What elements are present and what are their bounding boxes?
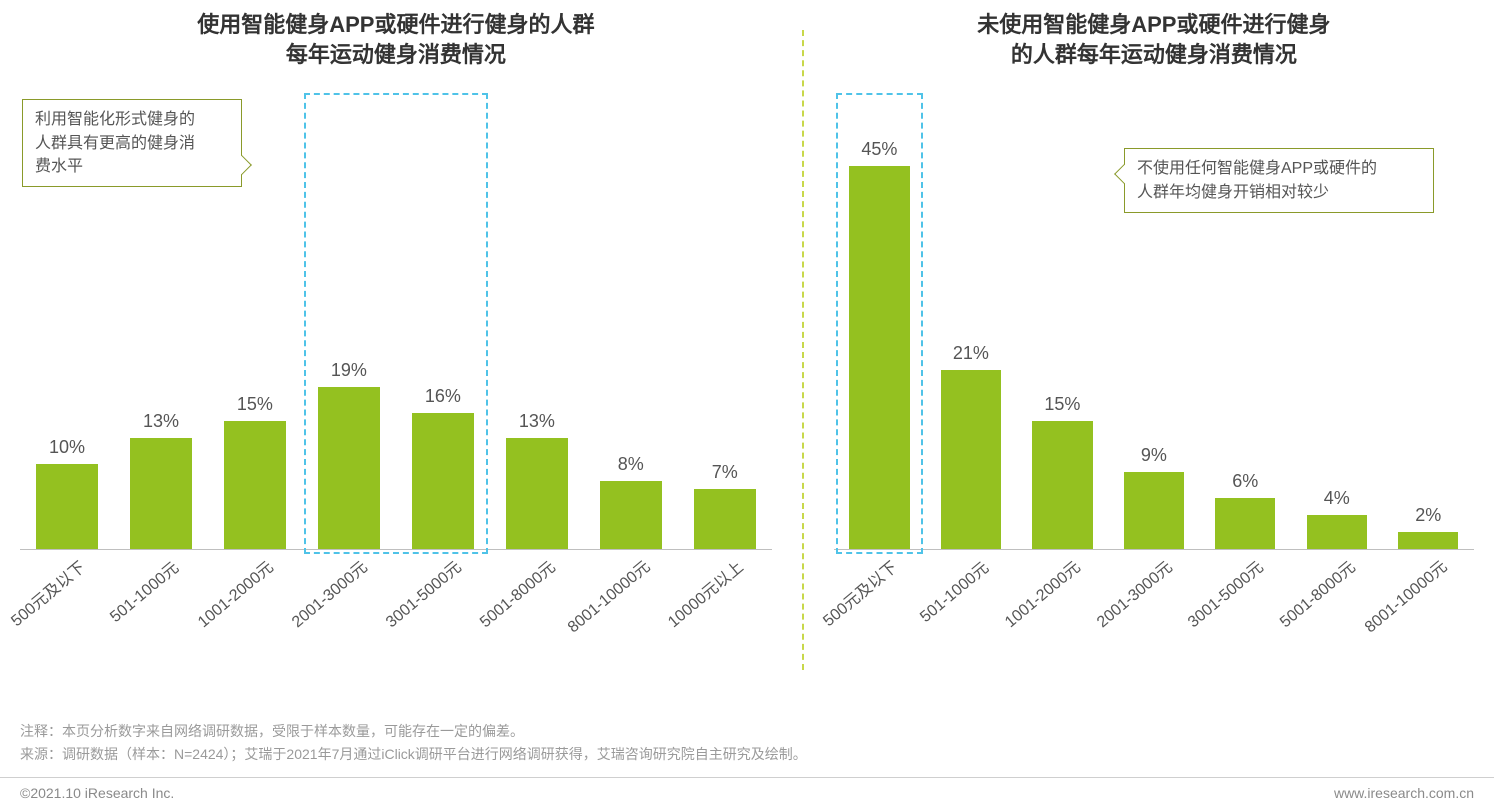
x-label-slot: 10000元以上	[678, 550, 772, 680]
bar-slot: 10%	[20, 123, 114, 549]
bar	[1398, 532, 1458, 549]
x-label-slot: 500元及以下	[20, 550, 114, 680]
bar-value-label: 10%	[49, 437, 85, 458]
right-callout: 不使用任何智能健身APP或硬件的 人群年均健身开销相对较少	[1124, 148, 1434, 212]
bar	[849, 166, 909, 549]
bar-slot: 15%	[208, 123, 302, 549]
bar-value-label: 7%	[712, 462, 738, 483]
bar-value-label: 45%	[861, 139, 897, 160]
bar-slot: 45%	[834, 123, 925, 549]
footer-site: www.iresearch.com.cn	[1334, 785, 1474, 801]
right-chart-title: 未使用智能健身APP或硬件进行健身 的人群每年运动健身消费情况	[834, 10, 1474, 69]
bar-slot: 19%	[302, 123, 396, 549]
left-chart-title: 使用智能健身APP或硬件进行健身的人群 每年运动健身消费情况	[20, 10, 772, 69]
left-x-labels: 500元及以下501-1000元1001-2000元2001-3000元3001…	[20, 550, 772, 680]
charts-row: 使用智能健身APP或硬件进行健身的人群 每年运动健身消费情况 利用智能化形式健身…	[0, 0, 1494, 680]
x-axis-label: 501-1000元	[103, 555, 182, 627]
x-label-slot: 500元及以下	[834, 550, 925, 680]
bar	[412, 413, 474, 549]
bar-value-label: 8%	[618, 454, 644, 475]
bar	[506, 438, 568, 549]
bar-slot: 13%	[114, 123, 208, 549]
footer-copyright: ©2021.10 iResearch Inc.	[20, 785, 174, 801]
bar-value-label: 4%	[1324, 488, 1350, 509]
bar-slot: 8%	[584, 123, 678, 549]
bar-value-label: 19%	[331, 360, 367, 381]
right-x-labels: 500元及以下501-1000元1001-2000元2001-3000元3001…	[834, 550, 1474, 680]
footnotes: 注释：本页分析数字来自网络调研数据，受限于样本数量，可能存在一定的偏差。 来源：…	[20, 720, 807, 765]
bar	[36, 464, 98, 549]
bar	[694, 489, 756, 549]
x-label-slot: 8001-10000元	[1383, 550, 1474, 680]
left-plot-wrap: 利用智能化形式健身的 人群具有更高的健身消 费水平 10% 13% 15% 19% 16…	[20, 93, 772, 680]
bar-slot: 15%	[1017, 123, 1108, 549]
right-callout-text: 不使用任何智能健身APP或硬件的 人群年均健身开销相对较少	[1137, 160, 1377, 200]
bar-slot: 13%	[490, 123, 584, 549]
bar-value-label: 15%	[237, 394, 273, 415]
left-callout-text: 利用智能化形式健身的 人群具有更高的健身消 费水平	[35, 111, 195, 174]
footnote-line-1: 注释：本页分析数字来自网络调研数据，受限于样本数量，可能存在一定的偏差。	[20, 720, 807, 742]
bar	[1032, 421, 1092, 549]
bar-slot: 21%	[925, 123, 1016, 549]
left-callout: 利用智能化形式健身的 人群具有更高的健身消 费水平	[22, 99, 242, 187]
x-axis-label: 500元及以下	[817, 554, 902, 631]
right-chart-panel: 未使用智能健身APP或硬件进行健身 的人群每年运动健身消费情况 不使用任何智能健…	[804, 10, 1474, 680]
bar-value-label: 16%	[425, 386, 461, 407]
bar-value-label: 9%	[1141, 445, 1167, 466]
bar-value-label: 13%	[519, 411, 555, 432]
left-plot-area: 10% 13% 15% 19% 16% 13% 8% 7%	[20, 123, 772, 550]
bar-slot: 7%	[678, 123, 772, 549]
left-chart-panel: 使用智能健身APP或硬件进行健身的人群 每年运动健身消费情况 利用智能化形式健身…	[20, 10, 802, 680]
bar-value-label: 6%	[1232, 471, 1258, 492]
bar	[1124, 472, 1184, 549]
footnote-line-2: 来源：调研数据（样本：N=2424）；艾瑞于2021年7月通过iClick调研平…	[20, 743, 807, 765]
bar-value-label: 2%	[1415, 505, 1441, 526]
bar	[1307, 515, 1367, 549]
bar	[318, 387, 380, 549]
bar	[224, 421, 286, 549]
bar	[130, 438, 192, 549]
bar	[941, 370, 1001, 549]
footer-bar: ©2021.10 iResearch Inc. www.iresearch.co…	[0, 777, 1494, 807]
bar-value-label: 21%	[953, 343, 989, 364]
bar-value-label: 13%	[143, 411, 179, 432]
bar-slot: 16%	[396, 123, 490, 549]
bar	[1215, 498, 1275, 549]
bar-value-label: 15%	[1044, 394, 1080, 415]
x-axis-label: 500元及以下	[4, 554, 89, 631]
bar	[600, 481, 662, 549]
right-plot-wrap: 不使用任何智能健身APP或硬件的 人群年均健身开销相对较少 45% 21% 15% 9…	[834, 93, 1474, 680]
x-axis-label: 501-1000元	[913, 555, 992, 627]
